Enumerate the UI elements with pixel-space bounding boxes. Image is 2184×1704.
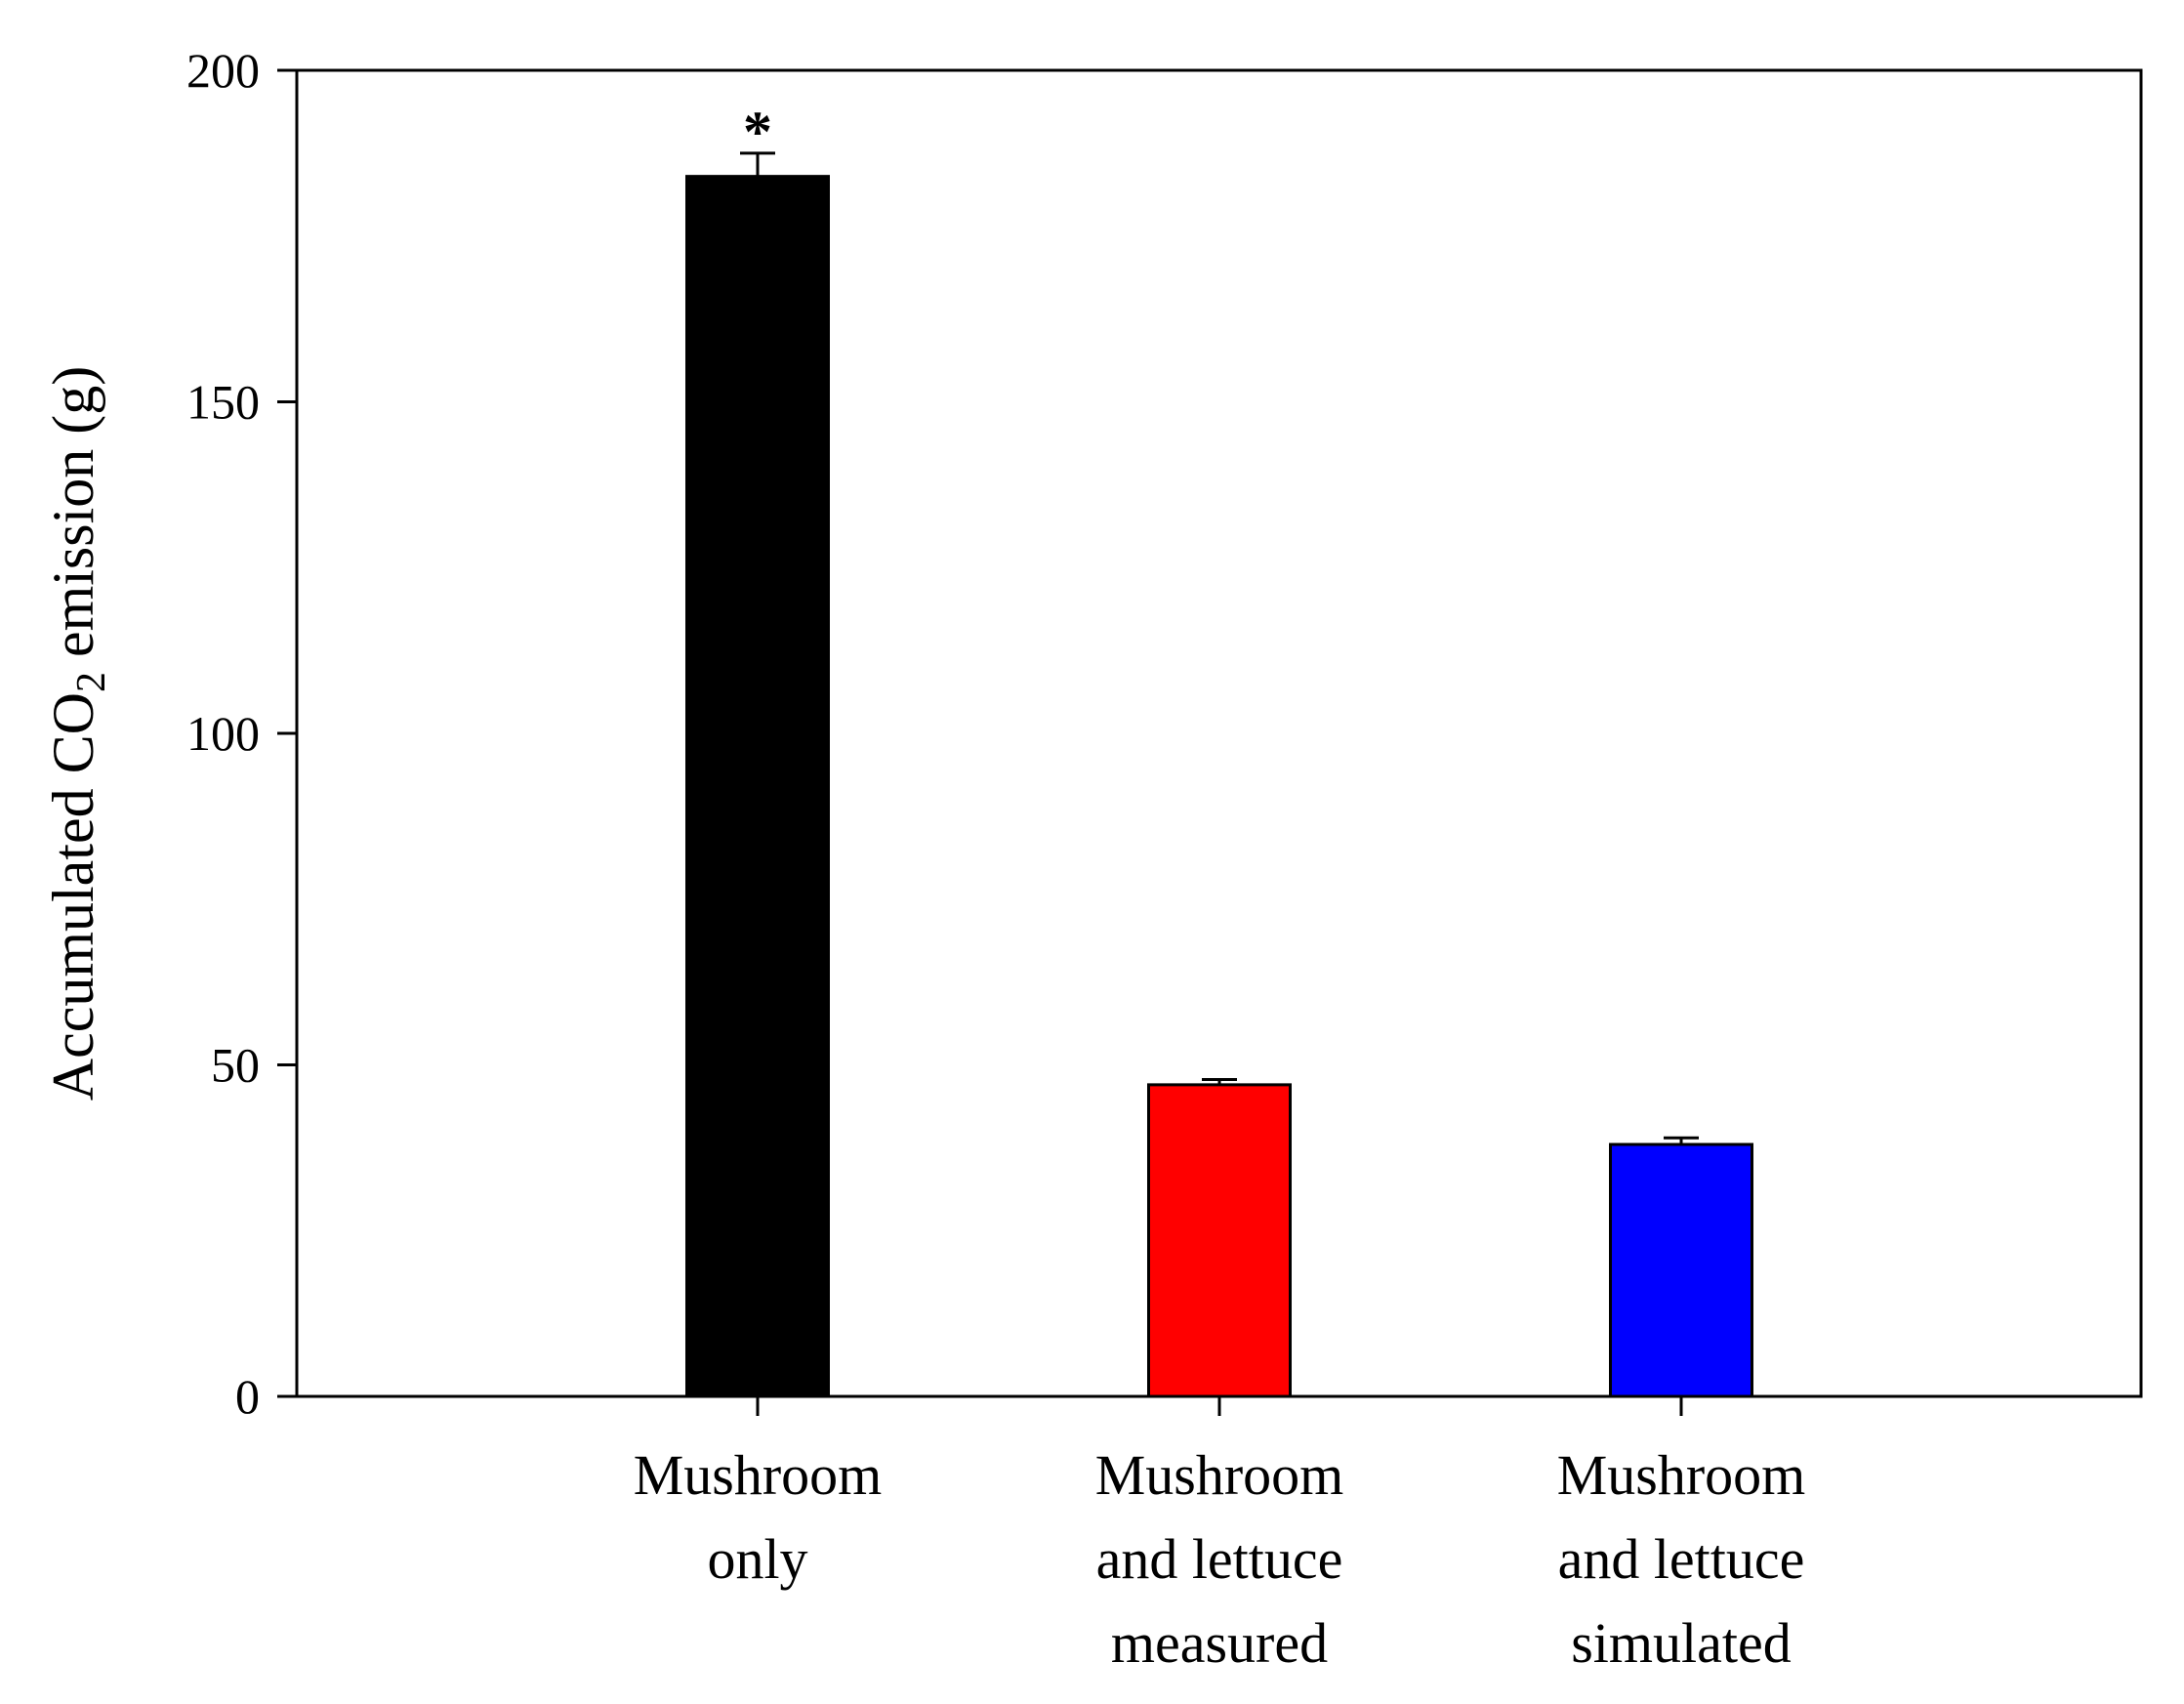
annotations: * <box>743 100 772 164</box>
x-category-label: Mushroom only <box>634 1443 883 1591</box>
bar <box>1609 1143 1753 1398</box>
x-category-label-line: Mushroom <box>1095 1443 1344 1507</box>
bar <box>1147 1083 1292 1398</box>
x-category-label-line: only <box>707 1527 807 1591</box>
y-tick-label: 50 <box>211 1038 260 1093</box>
bar <box>685 175 830 1398</box>
error-bars <box>740 151 1699 1144</box>
y-tick-label: 200 <box>186 43 260 98</box>
y-tick-label: 100 <box>186 706 260 761</box>
bars <box>685 175 1753 1398</box>
x-category-label-line: Mushroom <box>634 1443 883 1507</box>
x-category-label-line: and lettuce <box>1096 1527 1343 1591</box>
y-tick-label: 150 <box>186 375 260 430</box>
x-category-label: Mushroom and lettuce simulated <box>1557 1443 1806 1675</box>
y-title-suffix: emission (g) <box>41 366 105 672</box>
x-category-label-line: and lettuce <box>1558 1527 1805 1591</box>
x-category-label: Mushroom and lettuce measured <box>1095 1443 1344 1675</box>
y-title-subscript: 2 <box>69 672 114 692</box>
y-title-prefix: Accumulated CO <box>41 692 105 1101</box>
x-category-label-line: measured <box>1111 1611 1328 1675</box>
y-tick-label: 0 <box>235 1369 260 1424</box>
x-category-label-line: Mushroom <box>1557 1443 1806 1507</box>
y-axis-title: Accumulated CO2 emission (g) <box>41 366 114 1101</box>
significance-marker: * <box>743 100 772 164</box>
y-axis: 0 50 100 150 200 <box>186 43 297 1424</box>
x-category-label-line: simulated <box>1571 1611 1792 1675</box>
